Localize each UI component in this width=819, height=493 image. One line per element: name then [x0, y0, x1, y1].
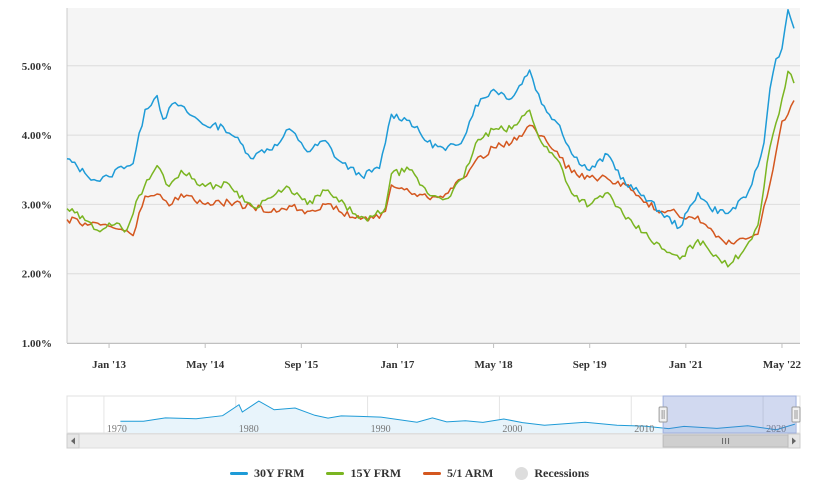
main-chart: 1.00% 2.00% 3.00% 4.00% 5.00% Jan '13 May '14…: [22, 8, 802, 371]
plot-background: [67, 8, 800, 343]
scroll-left-button[interactable]: [66, 433, 80, 449]
legend-dot-icon: [515, 466, 529, 480]
x-tick-label: May '22: [763, 359, 802, 371]
legend-label: 5/1 ARM: [447, 465, 494, 480]
navigator-tick-label: 1970: [107, 424, 127, 435]
navigator-handle-left[interactable]: [658, 406, 668, 423]
series-line-30y-frm: [66, 8, 795, 230]
x-tick-label: Jan '21: [669, 359, 703, 371]
legend-line-icon: [326, 471, 345, 475]
navigator-handle-right[interactable]: [791, 406, 801, 423]
y-tick-label: 5.00%: [22, 61, 52, 73]
scroll-right-button[interactable]: [787, 433, 801, 449]
x-tick-label: May '18: [474, 359, 513, 371]
navigator-selection[interactable]: [662, 395, 797, 434]
legend-label: 30Y FRM: [253, 465, 305, 480]
y-tick-label: 4.00%: [22, 130, 52, 142]
legend-label: 15Y FRM: [350, 465, 402, 480]
series-line-15y-frm: [66, 70, 795, 268]
x-tick-label: Jan '13: [92, 359, 126, 371]
y-tick-label: 1.00%: [22, 338, 52, 350]
y-tick-label: 3.00%: [22, 199, 52, 211]
legend-item-15y-frm[interactable]: 15Y FRM: [326, 466, 401, 481]
legend: 30Y FRM 15Y FRM 5/1 ARM Recessions: [0, 462, 819, 484]
legend-item-30y-frm[interactable]: 30Y FRM: [229, 465, 305, 481]
arrow-left-icon: [71, 437, 75, 445]
x-tick-label: Jan '17: [380, 359, 414, 371]
navigator[interactable]: 1970 1980 1990 2000 2010 2020: [0, 388, 819, 452]
navigator-axis-labels: 1970 1980 1990 2000 2010 2020: [107, 424, 786, 435]
navigator-tick-label: 1990: [371, 424, 391, 435]
arrow-right-icon: [792, 437, 796, 445]
navigator-tick-label: 2020: [766, 424, 786, 435]
y-axis-labels: 1.00% 2.00% 3.00% 4.00% 5.00%: [22, 61, 52, 350]
x-axis-labels: Jan '13 May '14 Sep '15 Jan '17 May '18 Sep '…: [92, 343, 802, 371]
legend-item-5-1-arm[interactable]: 5/1 ARM: [423, 466, 493, 481]
x-tick-label: Sep '19: [573, 359, 607, 371]
series-lines: [66, 8, 795, 268]
legend-label: Recessions: [534, 465, 590, 480]
y-tick-label: 2.00%: [22, 269, 52, 281]
navigator-tick-label: 2010: [634, 424, 654, 435]
navigator-area: [120, 401, 795, 433]
navigator-tick-label: 2000: [502, 424, 522, 435]
scrollbar-thumb[interactable]: [662, 434, 789, 448]
navigator-series-line: [120, 400, 796, 431]
legend-line-icon: [423, 471, 442, 475]
legend-item-recessions[interactable]: Recessions: [515, 466, 589, 481]
navigator-tick-label: 1980: [239, 424, 259, 435]
series-line-5-1-arm: [66, 100, 795, 246]
legend-line-icon: [229, 471, 248, 475]
x-tick-label: Sep '15: [284, 359, 318, 371]
x-tick-label: May '14: [186, 359, 225, 371]
